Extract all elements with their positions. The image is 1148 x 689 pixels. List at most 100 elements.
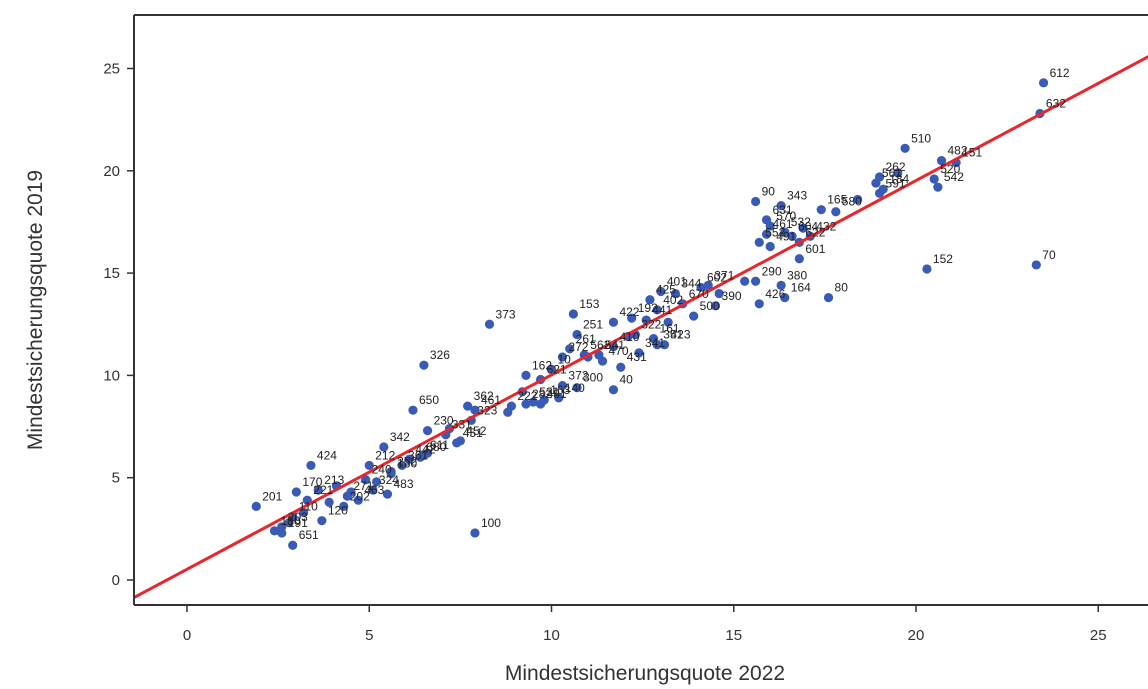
data-point bbox=[659, 340, 670, 350]
data-point-label: 300 bbox=[583, 371, 603, 385]
data-point bbox=[893, 168, 903, 178]
data-point-label: 324 bbox=[379, 473, 399, 487]
x-axis-title: Mindestsicherungsquote 2022 bbox=[505, 662, 785, 685]
data-point-label: 164 bbox=[791, 281, 811, 295]
x-tick-label: 10 bbox=[543, 627, 560, 644]
x-tick-label: 25 bbox=[1090, 627, 1107, 644]
data-point bbox=[1031, 260, 1041, 270]
data-point-label: 510 bbox=[911, 131, 931, 145]
data-point-label: 632 bbox=[1046, 97, 1066, 111]
data-point-label: 561 bbox=[882, 166, 902, 180]
data-point-label: 426 bbox=[765, 287, 785, 301]
data-point-label: 192 bbox=[638, 301, 658, 315]
data-point bbox=[554, 393, 564, 403]
data-point-label: 212 bbox=[375, 448, 395, 462]
data-point-label: 371 bbox=[714, 268, 734, 282]
y-tick-label: 20 bbox=[103, 163, 120, 180]
data-point bbox=[780, 227, 790, 237]
data-point bbox=[751, 196, 761, 207]
data-point bbox=[291, 487, 301, 497]
data-point-label: 191 bbox=[288, 516, 308, 530]
data-point-label: 130 bbox=[397, 457, 417, 471]
y-tick-label: 10 bbox=[103, 367, 120, 384]
data-point-label: 362 bbox=[474, 389, 494, 403]
data-point bbox=[269, 526, 280, 536]
y-tick-label: 25 bbox=[103, 61, 120, 78]
data-point-label: 222 bbox=[517, 389, 537, 403]
data-point bbox=[339, 501, 349, 511]
data-point bbox=[342, 491, 352, 501]
data-point-label: 631 bbox=[773, 203, 793, 217]
data-point-label: 452 bbox=[466, 424, 486, 438]
data-point bbox=[521, 399, 531, 409]
data-point-label: 90 bbox=[762, 184, 776, 198]
data-point-label: 271 bbox=[353, 479, 373, 493]
data-point bbox=[710, 301, 721, 311]
data-point-label: 10 bbox=[558, 352, 572, 366]
data-point-label: 401 bbox=[667, 275, 687, 289]
data-point-label: 532 bbox=[791, 215, 811, 229]
data-point bbox=[455, 436, 465, 446]
data-point bbox=[922, 264, 932, 274]
data-point bbox=[794, 254, 804, 264]
regression-line bbox=[134, 55, 1148, 600]
data-point bbox=[754, 299, 764, 309]
data-point-label: 282 bbox=[532, 387, 552, 401]
data-point-label: 323 bbox=[477, 403, 497, 417]
data-point-label: 570 bbox=[776, 209, 796, 223]
data-point-label: 152 bbox=[933, 252, 953, 266]
data-point-label: 272 bbox=[568, 340, 588, 354]
data-point bbox=[689, 311, 699, 321]
data-point-label: 80 bbox=[835, 281, 849, 295]
data-point bbox=[546, 364, 557, 374]
data-point bbox=[761, 229, 772, 239]
data-point-label: 621 bbox=[547, 362, 567, 376]
data-point-label: 342 bbox=[390, 430, 410, 444]
data-point bbox=[288, 540, 298, 550]
data-point bbox=[780, 293, 790, 303]
data-point bbox=[831, 207, 841, 217]
y-axis: 0 5 10 15 20 25 bbox=[103, 61, 134, 589]
data-point-label: 461 bbox=[481, 393, 501, 407]
data-point-label: 40 bbox=[619, 373, 633, 387]
data-point-label: 651 bbox=[299, 528, 319, 542]
data-point-label: 240 bbox=[372, 463, 392, 477]
data-point bbox=[714, 288, 724, 299]
data-point bbox=[313, 485, 323, 495]
data-point-label: 343 bbox=[787, 189, 807, 203]
data-point bbox=[371, 477, 382, 487]
data-point-label: 390 bbox=[722, 289, 742, 303]
data-point-label: 230 bbox=[434, 414, 454, 428]
data-point-label: 170 bbox=[302, 475, 322, 489]
data-point bbox=[506, 401, 517, 411]
data-point-label: 290 bbox=[762, 264, 782, 278]
data-point bbox=[663, 317, 673, 327]
data-point-label: 612 bbox=[1050, 66, 1070, 80]
data-point bbox=[568, 309, 578, 319]
x-tick-label: 15 bbox=[725, 627, 742, 644]
data-point-label: 344 bbox=[681, 277, 701, 291]
data-point bbox=[929, 174, 939, 184]
data-point bbox=[470, 405, 480, 415]
data-point-label: 491 bbox=[776, 230, 796, 244]
data-point-label: 165 bbox=[827, 193, 847, 207]
data-point-label: 422 bbox=[619, 305, 639, 319]
data-point bbox=[776, 200, 786, 211]
data-point bbox=[353, 495, 363, 505]
data-point bbox=[823, 293, 834, 303]
data-point bbox=[557, 381, 568, 391]
data-point-label: 431 bbox=[627, 350, 647, 364]
data-point bbox=[608, 317, 619, 327]
data-point bbox=[528, 397, 538, 407]
data-point bbox=[933, 182, 943, 192]
y-tick-label: 5 bbox=[112, 470, 120, 487]
data-point-label: 161 bbox=[660, 322, 680, 336]
data-point-label: 451 bbox=[463, 426, 483, 440]
data-point-label: 680 bbox=[426, 440, 446, 454]
data-point bbox=[652, 305, 662, 315]
x-tick-label: 0 bbox=[183, 627, 191, 644]
data-point bbox=[251, 501, 261, 511]
data-point bbox=[765, 221, 775, 231]
data-point bbox=[634, 348, 644, 358]
